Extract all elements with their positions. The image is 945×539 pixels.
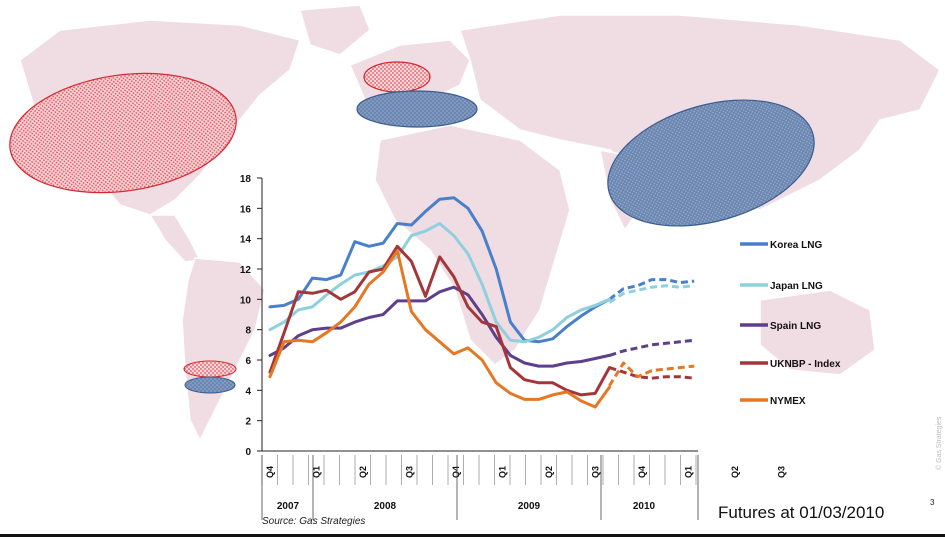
chart-axes — [261, 178, 698, 452]
series-futures-nymex — [608, 361, 695, 387]
australia-landmass — [759, 289, 876, 376]
asia-market-ellipse — [607, 99, 815, 227]
x-quarter-label: Q3 — [405, 466, 415, 478]
series-futures-uknbp-index — [608, 366, 695, 380]
south-america-landmass — [181, 257, 266, 442]
x-quarter-label: Q3 — [777, 466, 787, 478]
x-quarter-label: Q4 — [451, 466, 461, 478]
copyright-notice: © Gas Strategies — [936, 416, 943, 470]
series-line-spain-lng — [268, 285, 611, 368]
legend-label: Japan LNG — [770, 281, 823, 292]
south-america-market-ellipse-red — [183, 360, 237, 378]
south-america-market-ellipse-blue — [184, 376, 236, 394]
source-caption: Source: Gas Strategies — [262, 516, 366, 527]
series-futures-spain-lng — [608, 338, 695, 357]
x-quarter-label: Q2 — [544, 466, 554, 478]
x-year-label: 2007 — [277, 501, 300, 512]
series-futures-japan-lng — [608, 284, 695, 304]
y-tick-label: 8 — [245, 326, 251, 337]
y-tick-label: 12 — [240, 265, 252, 276]
series-line-japan-lng — [268, 222, 611, 344]
y-tick-label: 16 — [240, 204, 252, 215]
y-tick-label: 0 — [245, 447, 251, 458]
uk-market-ellipse — [363, 61, 431, 93]
y-tick-label: 10 — [240, 295, 252, 306]
world-map-background — [19, 4, 941, 442]
x-quarter-label: Q4 — [265, 466, 275, 478]
africa-landmass — [374, 124, 571, 366]
y-axis-ticks: 0 2 4 6 8 10 12 14 16 18 — [240, 174, 262, 458]
chart-legend: Korea LNG Japan LNG Spain LNG UKNBP - Index… — [740, 240, 841, 407]
legend-label: Korea LNG — [770, 240, 822, 251]
futures-note: Futures at 01/03/2010 — [718, 503, 885, 522]
y-tick-label: 2 — [245, 417, 251, 428]
europe-market-ellipse — [356, 90, 478, 128]
x-quarter-label: Q1 — [312, 466, 322, 478]
x-quarter-label: Q4 — [637, 466, 647, 478]
bottom-rule — [0, 534, 945, 537]
x-quarter-label: Q2 — [358, 466, 368, 478]
x-quarter-label: Q3 — [591, 466, 601, 478]
x-axis-labels: Q4 Q1 Q2 Q3 Q4 Q1 Q2 Q3 Q4 Q1 Q2 Q3 2007 2008 2009 2010 — [261, 455, 787, 520]
y-tick-label: 6 — [245, 356, 251, 367]
greenland-landmass — [299, 4, 371, 56]
legend-label: NYMEX — [770, 396, 806, 407]
series-futures-korea-lng — [608, 278, 695, 301]
x-year-label: 2008 — [374, 501, 397, 512]
x-year-label: 2010 — [633, 501, 656, 512]
x-quarter-label: Q1 — [684, 466, 694, 478]
chart-series — [268, 196, 695, 409]
series-line-nymex — [268, 249, 611, 409]
series-line-uknbp-index — [268, 244, 611, 397]
y-tick-label: 14 — [240, 235, 252, 246]
x-year-label: 2009 — [518, 501, 541, 512]
x-quarter-label: Q2 — [730, 466, 740, 478]
legend-label: UKNBP - Index — [770, 359, 841, 370]
series-line-korea-lng — [268, 196, 611, 344]
legend-label: Spain LNG — [770, 321, 821, 332]
slide-number: 3 — [930, 498, 935, 507]
y-tick-label: 4 — [245, 386, 251, 397]
x-quarter-label: Q1 — [498, 466, 508, 478]
central-america-landmass — [148, 214, 202, 263]
y-tick-label: 18 — [240, 174, 252, 185]
us-market-ellipse — [9, 72, 237, 194]
